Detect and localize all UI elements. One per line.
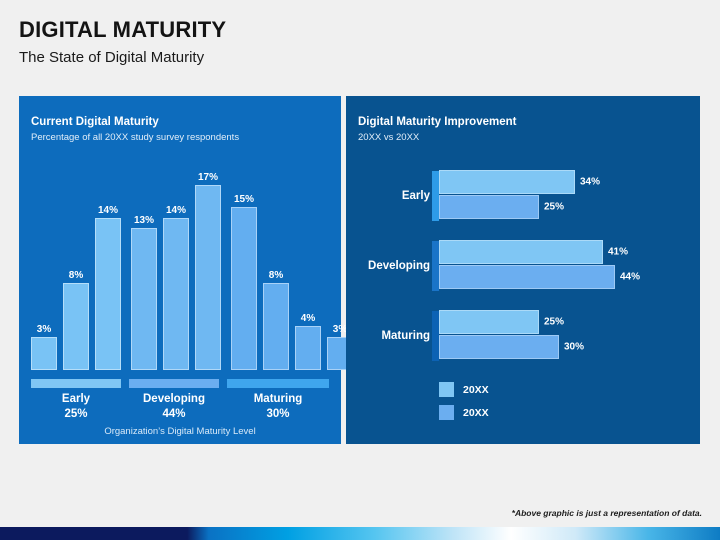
legend-item-2: 20XX	[439, 401, 489, 424]
column-bar	[63, 283, 89, 370]
legend-swatch	[439, 405, 454, 420]
bar-value-label: 44%	[620, 271, 641, 283]
chart-legend: 20XX 20XX	[439, 378, 489, 424]
group-underline-developing	[129, 379, 219, 388]
column-bar	[195, 185, 221, 370]
column-bar	[31, 337, 57, 370]
bottom-gradient-bar	[0, 527, 720, 540]
group-label-maturing: Maturing 30%	[227, 392, 329, 422]
group-total: 30%	[266, 408, 290, 420]
bar-series-2: 25%	[439, 195, 564, 219]
group-total: 44%	[162, 408, 186, 420]
column-chart: 3% 8% 14% 13% 14% 17% 15% 8% 4% 3%	[31, 172, 353, 370]
right-panel-subtitle: 20XX vs 20XX	[358, 132, 420, 143]
column-bar	[163, 218, 189, 370]
group-label-early: Early 25%	[31, 392, 121, 422]
bar-value-label: 25%	[544, 201, 565, 213]
group-name: Developing	[143, 393, 205, 405]
bar-value-label: 41%	[608, 246, 629, 258]
right-panel-title: Digital Maturity Improvement	[358, 116, 517, 128]
group-name: Early	[61, 393, 91, 405]
bar-row-developing: Developing 41% 44%	[346, 238, 700, 294]
bar-series-2: 44%	[439, 265, 640, 289]
left-panel-title: Current Digital Maturity	[31, 116, 159, 128]
bar-value-label: 34%	[580, 176, 601, 188]
digital-maturity-improvement-panel: Digital Maturity Improvement 20XX vs 20X…	[346, 96, 700, 444]
current-digital-maturity-panel: Current Digital Maturity Percentage of a…	[19, 96, 353, 444]
column-bar-value-label: 8%	[268, 270, 284, 281]
legend-label: 20XX	[463, 406, 489, 419]
column-bar	[231, 207, 257, 370]
group-label-developing: Developing 44%	[129, 392, 219, 422]
legend-item-1: 20XX	[439, 378, 489, 401]
group-name: Maturing	[253, 393, 303, 405]
column-bar-value-label: 15%	[233, 194, 255, 205]
bar-series-1: 34%	[439, 170, 600, 194]
bar-series-1: 41%	[439, 240, 628, 264]
row-accent-tick	[432, 311, 439, 361]
bar-row-label: Early	[401, 190, 430, 202]
left-panel-subtitle: Percentage of all 20XX study survey resp…	[31, 132, 240, 143]
column-bar-value-label: 13%	[133, 215, 155, 226]
column-bar	[295, 326, 321, 370]
legend-label: 20XX	[463, 383, 489, 396]
legend-swatch	[439, 382, 454, 397]
group-underline-early	[31, 379, 121, 388]
group-underline-maturing	[227, 379, 329, 388]
column-bar-value-label: 17%	[197, 172, 219, 183]
footnote: *Above graphic is just a representation …	[511, 508, 702, 518]
bar-row-label: Maturing	[381, 330, 430, 342]
bar-series-1: 25%	[439, 310, 564, 334]
bar-row-maturing: Maturing 25% 30%	[346, 308, 700, 364]
column-bar	[131, 228, 157, 370]
group-total: 25%	[64, 408, 88, 420]
column-bar-value-label: 3%	[36, 324, 52, 335]
bar-row-label: Developing	[368, 260, 430, 272]
bar-row-early: Early 34% 25%	[346, 168, 700, 224]
column-bar-value-label: 14%	[165, 205, 187, 216]
page-subtitle: The State of Digital Maturity	[19, 49, 205, 66]
bar-value-label: 25%	[544, 316, 565, 328]
column-bar-value-label: 3%	[332, 324, 348, 335]
row-accent-tick	[432, 241, 439, 291]
column-bar	[263, 283, 289, 370]
bar-series-2: 30%	[439, 335, 584, 359]
bar-value-label: 30%	[564, 341, 585, 353]
column-bar-value-label: 4%	[300, 313, 316, 324]
row-accent-tick	[432, 171, 439, 221]
page-title: DIGITAL MATURITY	[19, 17, 227, 42]
column-bar	[95, 218, 121, 370]
column-bar-value-label: 8%	[68, 270, 84, 281]
x-axis-caption: Organization’s Digital Maturity Level	[104, 426, 256, 437]
column-bar-value-label: 14%	[97, 205, 119, 216]
